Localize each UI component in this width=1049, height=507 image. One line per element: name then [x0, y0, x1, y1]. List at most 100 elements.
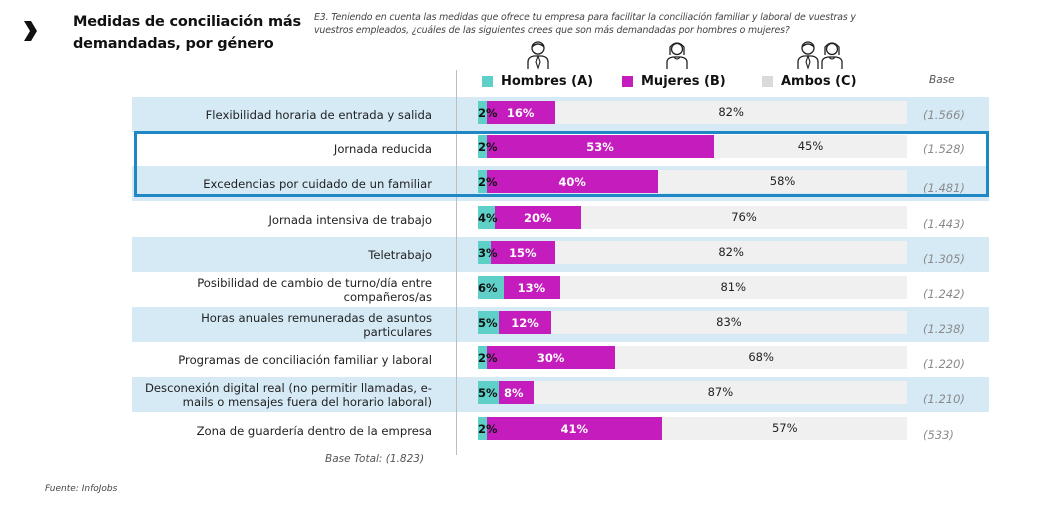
- data-label-ambos: 82%: [718, 245, 744, 259]
- bar-track-ambos: 2% 40% 58%: [478, 170, 907, 193]
- bar-segment-mujeres: [499, 381, 534, 404]
- base-value: (1.443): [923, 217, 965, 231]
- survey-question: E3. Teniendo en cuenta las medidas que o…: [314, 12, 856, 36]
- chart-row: Horas anuales remuneradas de asuntos par…: [132, 307, 989, 342]
- data-label-mujeres: 41%: [560, 422, 589, 436]
- data-label-ambos: 45%: [797, 139, 824, 153]
- data-label-ambos: 83%: [716, 315, 742, 329]
- bar-track-ambos: 3% 15% 82%: [478, 241, 907, 264]
- woman-icon: [821, 42, 843, 69]
- title-line-2: demandadas, por género: [73, 36, 274, 52]
- chart-title: Medidas de conciliación más demandadas, …: [73, 11, 301, 55]
- legend-label-ambos: Ambos (C): [781, 74, 857, 89]
- man-icon: [527, 41, 549, 70]
- bar-segment-hombres: [478, 101, 487, 124]
- chart-row: Programas de conciliación familiar y lab…: [132, 342, 989, 377]
- bar-segment-mujeres: [490, 241, 556, 264]
- data-label-hombres: 2%: [478, 140, 498, 154]
- data-label-ambos: 76%: [731, 210, 757, 224]
- bar-track-ambos: 2% 16% 82%: [478, 101, 907, 124]
- data-label-mujeres: 12%: [511, 316, 539, 330]
- data-label-hombres: 5%: [478, 386, 498, 400]
- data-label-mujeres: 13%: [517, 281, 546, 295]
- base-value: (533): [923, 428, 954, 442]
- data-label-ambos: 87%: [707, 385, 734, 399]
- woman-icon: [666, 42, 688, 69]
- legend-label-hombres: Hombres (A): [501, 74, 594, 89]
- bar-segment-hombres: [478, 170, 487, 193]
- bar-track-ambos: 2% 30% 68%: [478, 346, 907, 369]
- data-label-ambos: 57%: [771, 421, 798, 435]
- data-label-hombres: 2%: [478, 106, 498, 120]
- bar-segment-mujeres: [499, 311, 551, 334]
- base-column-header: Base: [929, 74, 955, 86]
- data-label-hombres: 3%: [478, 246, 498, 260]
- legend-swatch-ambos: [762, 76, 773, 87]
- chart-row: Zona de guardería dentro de la empresa 2%…: [132, 413, 989, 448]
- bar-segment-hombres: [478, 206, 496, 229]
- base-total: Base Total: (1.823): [325, 453, 425, 465]
- bar-track-ambos: 4% 20% 76%: [478, 206, 907, 229]
- category-label: Flexibilidad horaria de entrada y salida: [205, 107, 432, 122]
- bar-segment-hombres: [478, 381, 500, 404]
- data-label-ambos: 81%: [720, 280, 747, 294]
- category-label: Desconexión digital real (no permitir ll…: [144, 380, 432, 409]
- category-label: Jornada intensiva de trabajo: [268, 212, 432, 227]
- chart-row: Flexibilidad horaria de entrada y salida…: [132, 97, 989, 132]
- bar-track-ambos: 5% 12% 83%: [478, 311, 907, 334]
- data-label-hombres: 5%: [478, 316, 498, 330]
- category-label: Programas de conciliación familiar y lab…: [178, 352, 432, 367]
- category-label: Horas anuales remuneradas de asuntos par…: [201, 310, 432, 339]
- bar-track-ambos: 2% 53% 45%: [478, 135, 907, 158]
- chart-row: Jornada intensiva de trabajo 4% 20% 76% (1.4…: [132, 202, 989, 237]
- highlight-box: [134, 131, 989, 197]
- source-note: Fuente: InfoJobs: [45, 484, 118, 494]
- bar-segment-mujeres: [486, 417, 663, 440]
- data-label-mujeres: 53%: [586, 140, 614, 154]
- data-label-mujeres: 30%: [536, 351, 565, 365]
- data-label-mujeres: 16%: [506, 106, 535, 120]
- bar-track-ambos: 6% 13% 81%: [478, 276, 907, 299]
- bar-segment-hombres: [478, 276, 504, 299]
- legend-label-mujeres: Mujeres (B): [641, 74, 726, 89]
- base-value: (1.220): [923, 357, 965, 371]
- data-label-mujeres: 8%: [504, 386, 524, 400]
- category-label: Excedencias por cuidado de un familiar: [203, 176, 432, 191]
- bar-segment-hombres: [478, 311, 500, 334]
- category-label: Jornada reducida: [333, 141, 432, 156]
- bar-track-ambos: 5% 8% 87%: [478, 381, 907, 404]
- bar-segment-mujeres: [503, 276, 560, 299]
- bar-segment-mujeres: [486, 170, 659, 193]
- chart-row: Jornada reducida 2% 53% 45% (1.528): [132, 131, 989, 166]
- title-line-1: Medidas de conciliación más: [73, 14, 301, 30]
- base-value: (1.528): [923, 142, 965, 156]
- legend-swatch-mujeres: [622, 76, 633, 87]
- category-label: Zona de guardería dentro de la empresa: [196, 423, 432, 438]
- base-value: (1.238): [923, 322, 965, 336]
- bar-track-ambos: 2% 41% 57%: [478, 417, 907, 440]
- legend-item-hombres: Hombres (A): [482, 74, 593, 89]
- base-value: (1.305): [923, 252, 965, 266]
- chart-row: Desconexión digital real (no permitir ll…: [132, 377, 989, 412]
- base-value: (1.242): [923, 287, 965, 301]
- data-label-mujeres: 40%: [558, 175, 586, 189]
- data-label-hombres: 2%: [478, 422, 498, 436]
- bar-segment-hombres: [478, 346, 487, 369]
- bar-segment-mujeres: [486, 101, 556, 124]
- data-label-hombres: 6%: [478, 281, 498, 295]
- legend-item-mujeres: Mujeres (B): [622, 74, 726, 89]
- bar-segment-hombres: [478, 417, 487, 440]
- base-value: (1.210): [923, 392, 965, 406]
- base-value: (1.481): [923, 181, 965, 195]
- bar-segment-hombres: [478, 241, 491, 264]
- category-label: Posibilidad de cambio de turno/día entre…: [197, 275, 432, 304]
- data-label-mujeres: 15%: [509, 246, 537, 260]
- base-value: (1.566): [923, 108, 965, 122]
- chart-row: Posibilidad de cambio de turno/día entre…: [132, 272, 989, 307]
- man-icon: [797, 41, 819, 70]
- legend-item-ambos: Ambos (C): [762, 74, 857, 89]
- bar-segment-hombres: [478, 135, 487, 158]
- chart-row: Teletrabajo 3% 15% 82% (1.305): [132, 237, 989, 272]
- data-label-ambos: 82%: [718, 105, 744, 119]
- bar-segment-mujeres: [486, 346, 616, 369]
